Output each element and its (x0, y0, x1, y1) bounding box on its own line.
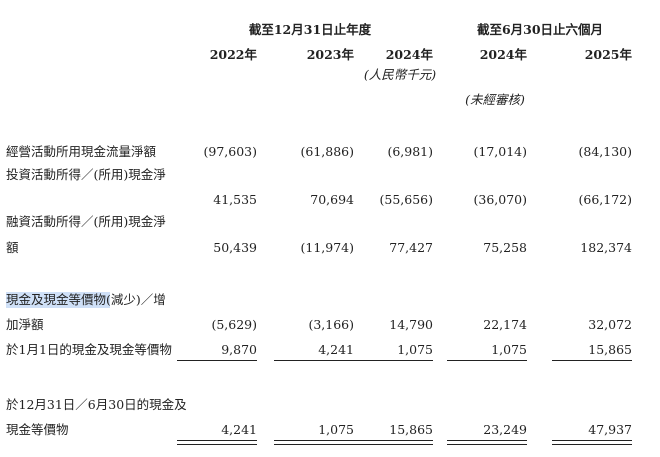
cell-value: 41,535 (213, 192, 257, 207)
underline (552, 440, 632, 441)
row-label: 現金及現金等價物(減少)／增 (6, 292, 166, 308)
year-header: 2024年 (385, 47, 433, 62)
cell-value: 77,427 (389, 240, 433, 255)
year-header: 2024年 (479, 47, 527, 62)
row-label: 加淨額 (6, 317, 44, 332)
year-header: 2023年 (306, 47, 354, 62)
cell-value: 182,374 (580, 240, 632, 255)
cell-value: (84,130) (578, 144, 633, 159)
cell-value: (3,166) (308, 317, 354, 332)
cell-value: (5,629) (211, 317, 257, 332)
cell-value: 1,075 (397, 342, 433, 357)
row-label: 投資活動所得／(所用)現金淨 (6, 167, 166, 182)
cell-value: (17,014) (473, 144, 528, 159)
cell-value: (11,974) (300, 240, 355, 255)
cell-value: 23,249 (483, 422, 527, 437)
cell-value: 4,241 (221, 422, 257, 437)
cell-value: (61,886) (300, 144, 355, 159)
cell-value: 4,241 (318, 342, 354, 357)
row-label: 於1月1日的現金及現金等價物 (6, 342, 172, 357)
underline (552, 360, 632, 361)
underline (552, 444, 632, 445)
underline (353, 360, 433, 361)
cell-value: 14,790 (389, 317, 433, 332)
cell-value: (97,603) (203, 144, 258, 159)
underline (274, 360, 354, 361)
row-label: 於12月31日／6月30日的現金及 (6, 397, 187, 412)
underline (274, 444, 354, 445)
group-header: 截至6月30日止六個月 (476, 22, 604, 37)
underline (447, 360, 527, 361)
year-header: 2022年 (209, 47, 257, 62)
underline (177, 360, 257, 361)
cell-value: 1,075 (318, 422, 354, 437)
unit-note: (人民幣千元) (363, 67, 437, 82)
audit-note: (未經審核) (465, 92, 525, 107)
row-label: 額 (6, 240, 19, 255)
cell-value: 15,865 (588, 342, 632, 357)
row-label: 融資活動所得／(所用)現金淨 (6, 214, 166, 229)
cell-value: (36,070) (473, 192, 528, 207)
cell-value: 9,870 (221, 342, 257, 357)
cell-value: 32,072 (588, 317, 632, 332)
group-header: 截至12月31日止年度 (248, 22, 372, 37)
cell-value: 22,174 (483, 317, 527, 332)
underline (274, 440, 354, 441)
row-label: 經營活動所用現金流量淨額 (6, 144, 157, 159)
underline (353, 444, 433, 445)
cell-value: (6,981) (387, 144, 433, 159)
cell-value: 15,865 (389, 422, 433, 437)
underline (353, 440, 433, 441)
row-label: 現金等價物 (6, 422, 69, 437)
cell-value: (66,172) (578, 192, 633, 207)
year-header: 2025年 (584, 47, 632, 62)
cell-value: 47,937 (588, 422, 632, 437)
cell-value: 50,439 (213, 240, 257, 255)
underline (177, 444, 257, 445)
underline (447, 440, 527, 441)
cell-value: 1,075 (491, 342, 527, 357)
underline (177, 440, 257, 441)
cell-value: (55,656) (379, 192, 434, 207)
underline (447, 444, 527, 445)
cell-value: 70,694 (310, 192, 354, 207)
cell-value: 75,258 (483, 240, 527, 255)
